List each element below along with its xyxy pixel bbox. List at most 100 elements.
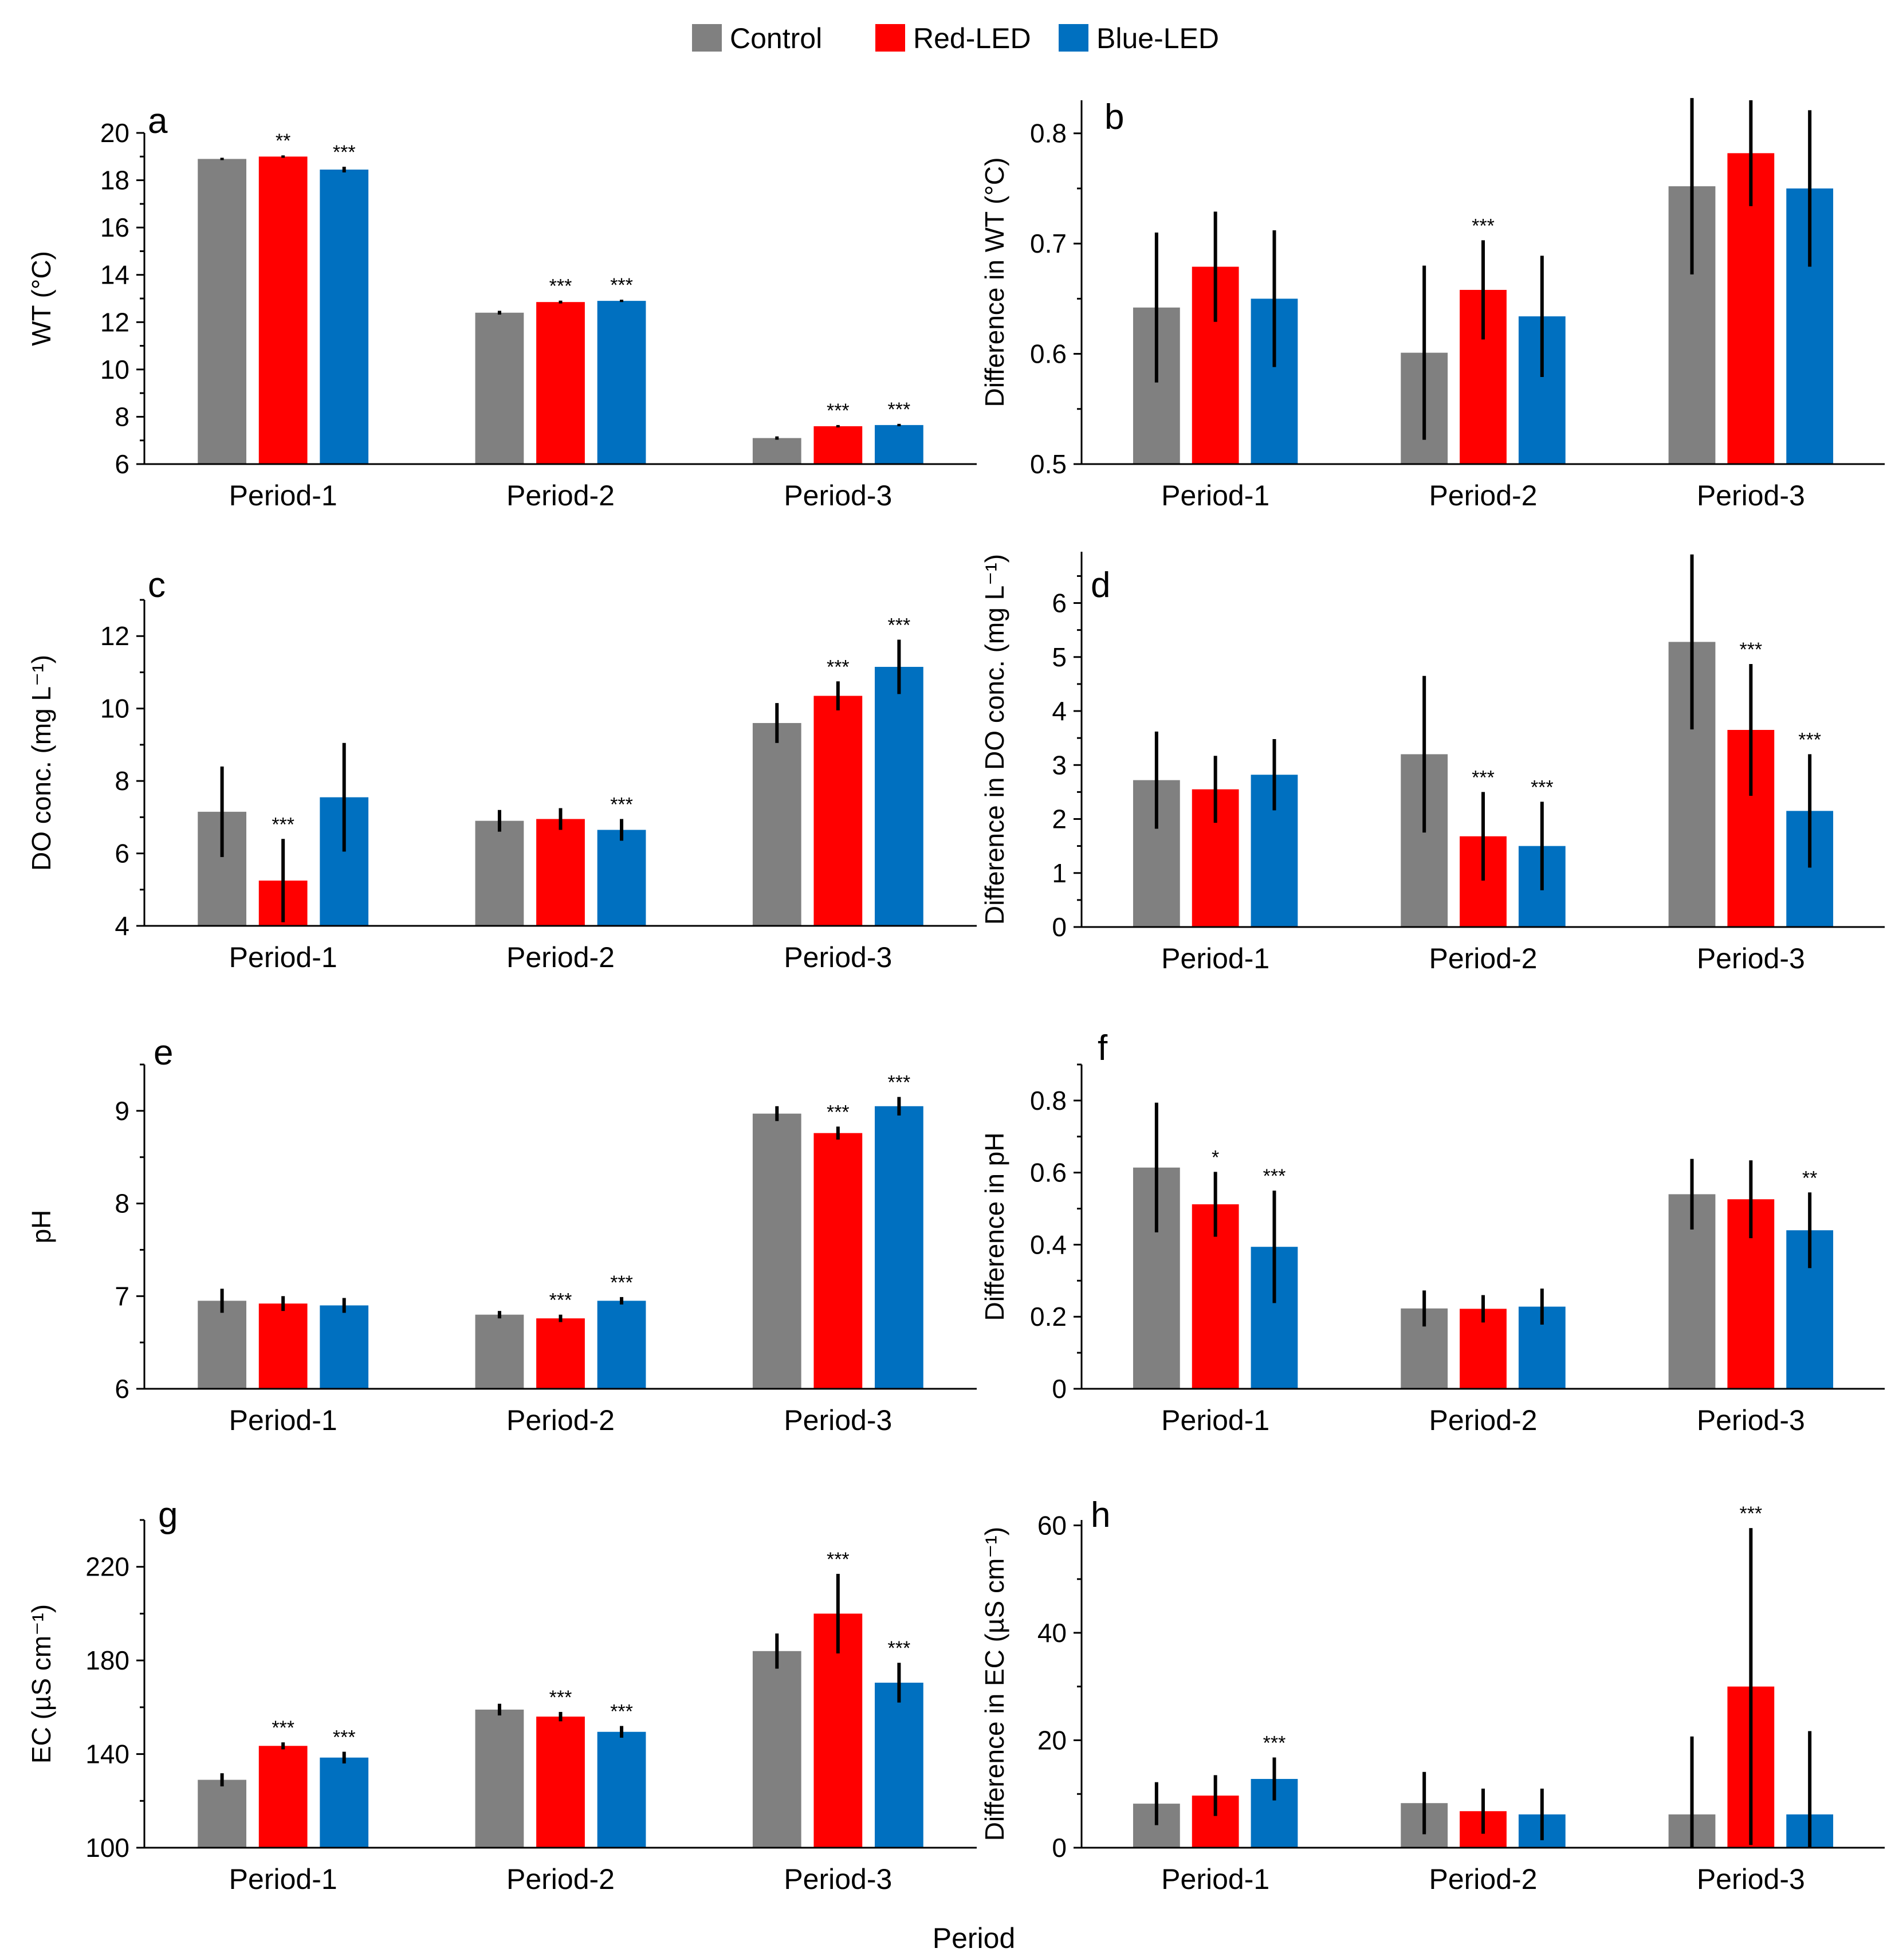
significance-d-2-2: *** xyxy=(1798,729,1821,751)
significance-a-0-2: *** xyxy=(333,142,356,163)
bar-a-0-0 xyxy=(198,159,246,464)
category-label-g-1: Period-2 xyxy=(506,1863,615,1895)
legend-label-blue-led: Blue-LED xyxy=(1096,22,1219,54)
bar-c-1-2 xyxy=(597,830,646,926)
significance-d-2-1: *** xyxy=(1739,639,1762,661)
bar-c-2-0 xyxy=(752,722,801,926)
significance-e-1-1: *** xyxy=(549,1290,572,1311)
bar-g-2-2 xyxy=(875,1682,923,1848)
bar-g-1-2 xyxy=(597,1731,646,1848)
significance-c-0-1: *** xyxy=(272,814,294,835)
y-tick-label-b-1: 0.6 xyxy=(1030,339,1067,369)
bar-g-1-1 xyxy=(536,1717,585,1848)
panel-a: *****Period-1*** ***Period-2*** ***Period-… xyxy=(26,101,977,512)
y-tick-label-a-5: 16 xyxy=(100,213,129,242)
significance-e-2-2: *** xyxy=(888,1072,911,1094)
significance-c-1-2: *** xyxy=(610,794,633,815)
significance-a-2-1: *** xyxy=(827,400,850,422)
y-tick-label-a-7: 20 xyxy=(100,118,129,148)
significance-e-1-2: *** xyxy=(610,1272,633,1294)
y-tick-label-c-4: 12 xyxy=(100,621,129,651)
panel-letter-b: b xyxy=(1104,97,1124,137)
legend: Control Red-LED Blue-LED xyxy=(692,22,1219,54)
category-label-g-2: Period-3 xyxy=(784,1863,892,1895)
y-axis-label-h: Difference in EC (µS cm⁻¹) xyxy=(980,1527,1009,1841)
y-tick-label-c-1: 6 xyxy=(115,839,129,869)
bar-c-1-0 xyxy=(475,820,524,926)
bar-g-1-0 xyxy=(475,1709,524,1848)
category-label-h-1: Period-2 xyxy=(1429,1863,1538,1895)
y-tick-label-c-2: 8 xyxy=(115,766,129,796)
y-tick-label-d-5: 5 xyxy=(1052,642,1067,672)
y-tick-label-b-0: 0.5 xyxy=(1030,449,1067,479)
category-label-f-2: Period-3 xyxy=(1697,1404,1805,1436)
significance-h-0-2: *** xyxy=(1263,1732,1286,1754)
panels: *****Period-1*** ***Period-2*** ***Period-… xyxy=(26,97,1885,1895)
y-tick-label-e-1: 7 xyxy=(115,1281,129,1311)
y-tick-label-h-3: 60 xyxy=(1037,1510,1067,1540)
y-axis-label-e: pH xyxy=(26,1210,56,1244)
y-tick-label-e-3: 9 xyxy=(115,1096,129,1126)
y-tick-label-a-4: 14 xyxy=(100,260,129,290)
panel-letter-c: c xyxy=(148,565,166,605)
y-axis-label-f: Difference in pH xyxy=(980,1133,1009,1321)
significance-a-1-1: *** xyxy=(549,276,572,297)
significance-a-1-2: *** xyxy=(610,274,633,296)
panel-letter-a: a xyxy=(148,101,168,141)
category-label-g-0: Period-1 xyxy=(229,1863,337,1895)
panel-letter-d: d xyxy=(1091,565,1110,605)
significance-g-0-2: *** xyxy=(333,1726,356,1748)
bar-a-2-0 xyxy=(752,438,801,464)
bar-g-0-1 xyxy=(258,1746,308,1848)
category-label-f-0: Period-1 xyxy=(1161,1404,1269,1436)
y-tick-label-h-2: 40 xyxy=(1037,1618,1067,1648)
y-tick-label-b-3: 0.8 xyxy=(1030,119,1067,148)
y-axis-label-a: WT (°C) xyxy=(26,251,56,346)
bar-e-0-0 xyxy=(198,1301,246,1389)
bar-c-2-2 xyxy=(875,666,923,926)
y-tick-label-g-1: 140 xyxy=(85,1739,129,1769)
y-tick-label-c-0: 4 xyxy=(115,911,129,941)
bar-g-0-2 xyxy=(320,1757,369,1848)
significance-d-1-2: *** xyxy=(1531,776,1554,798)
legend-label-control: Control xyxy=(730,22,822,54)
bar-e-1-0 xyxy=(475,1314,524,1389)
panel-c: *** Period-1 *** Period-2 *** *** Period-3 4 6 8 1… xyxy=(26,565,977,973)
y-tick-label-h-1: 20 xyxy=(1037,1725,1067,1755)
y-tick-label-g-0: 100 xyxy=(85,1833,129,1863)
legend-swatch-blue-led xyxy=(1059,24,1088,52)
significance-f-2-2: ** xyxy=(1802,1167,1817,1189)
significance-g-2-1: *** xyxy=(827,1549,850,1570)
bar-a-1-2 xyxy=(597,301,646,464)
significance-a-2-2: *** xyxy=(888,399,911,421)
bar-e-0-2 xyxy=(320,1305,369,1389)
significance-f-0-1: * xyxy=(1212,1146,1219,1168)
significance-c-2-2: *** xyxy=(888,615,911,637)
category-label-b-2: Period-3 xyxy=(1697,480,1805,512)
legend-label-red-led: Red-LED xyxy=(913,22,1031,54)
y-tick-label-g-2: 180 xyxy=(85,1645,129,1675)
y-tick-label-d-3: 3 xyxy=(1052,750,1067,780)
panel-e: Period-1 *** *** Period-2 *** *** Period-3 6 7 8 9… xyxy=(26,1033,977,1436)
y-tick-label-a-2: 10 xyxy=(100,355,129,384)
panel-f: ****Period-1 Period-2**Period-300.20.40.6… xyxy=(980,1028,1885,1436)
y-tick-label-e-2: 8 xyxy=(115,1189,129,1219)
y-tick-label-a-0: 6 xyxy=(115,449,129,479)
y-tick-label-a-6: 18 xyxy=(100,166,129,195)
bar-c-2-1 xyxy=(813,696,863,926)
y-axis-label-g: EC (µS cm⁻¹) xyxy=(26,1604,56,1763)
category-label-f-1: Period-2 xyxy=(1429,1404,1538,1436)
significance-a-0-1: ** xyxy=(276,130,290,152)
y-tick-label-h-0: 0 xyxy=(1052,1833,1067,1863)
category-label-d-2: Period-3 xyxy=(1697,942,1805,975)
panel-h: *** Period-1 Period-2 *** Period-3 0 20 40 60 Dif… xyxy=(980,1495,1885,1895)
y-tick-label-b-2: 0.7 xyxy=(1030,229,1067,258)
bar-c-1-1 xyxy=(536,819,585,926)
category-label-d-0: Period-1 xyxy=(1161,942,1269,975)
panel-letter-e: e xyxy=(154,1033,173,1073)
significance-h-2-1: *** xyxy=(1739,1503,1762,1525)
category-label-b-0: Period-1 xyxy=(1161,480,1269,512)
panel-b: Period-1 *** Period-2 Period-3 0.5 0.6 0.7 0.8 D… xyxy=(980,97,1885,512)
y-axis-label-d: Difference in DO conc. (mg L⁻¹) xyxy=(980,554,1009,925)
